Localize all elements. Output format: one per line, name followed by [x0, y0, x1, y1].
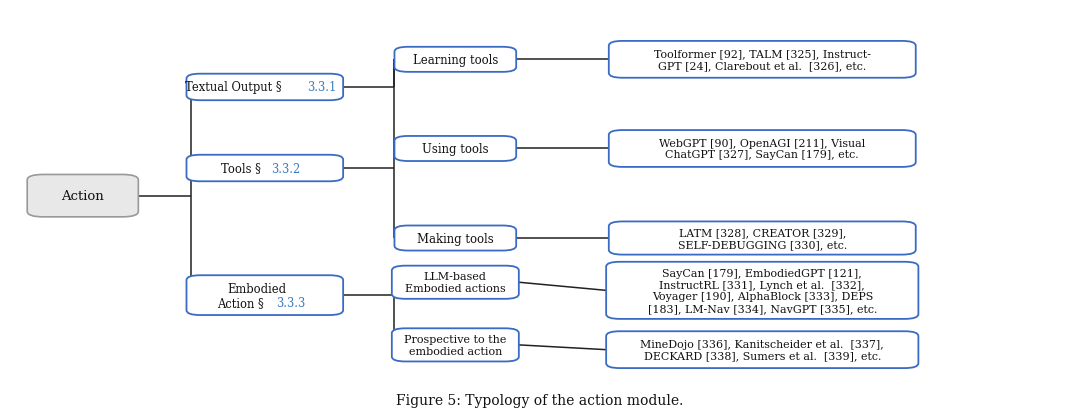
Text: 3.3.3: 3.3.3: [275, 296, 306, 309]
Text: LLM-based
Embodied actions: LLM-based Embodied actions: [405, 272, 505, 293]
Text: Making tools: Making tools: [417, 232, 494, 245]
FancyBboxPatch shape: [187, 155, 343, 182]
FancyBboxPatch shape: [394, 47, 516, 73]
Text: WebGPT [90], OpenAGI [211], Visual
ChatGPT [327], SayCan [179], etc.: WebGPT [90], OpenAGI [211], Visual ChatG…: [659, 138, 865, 160]
FancyBboxPatch shape: [392, 328, 518, 362]
Text: Learning tools: Learning tools: [413, 54, 498, 66]
Text: SayCan [179], EmbodiedGPT [121],
InstructRL [331], Lynch et al.  [332],
Voyager : SayCan [179], EmbodiedGPT [121], Instruc…: [648, 268, 877, 313]
Text: Figure 5: Typology of the action module.: Figure 5: Typology of the action module.: [396, 393, 684, 407]
Text: Using tools: Using tools: [422, 142, 488, 156]
FancyBboxPatch shape: [609, 42, 916, 78]
Text: 3.3.1: 3.3.1: [308, 81, 337, 94]
FancyBboxPatch shape: [609, 222, 916, 255]
Text: Tools §: Tools §: [221, 162, 261, 175]
FancyBboxPatch shape: [394, 226, 516, 251]
Text: Action §: Action §: [217, 296, 264, 309]
Text: 3.3.2: 3.3.2: [271, 162, 301, 175]
FancyBboxPatch shape: [187, 74, 343, 101]
FancyBboxPatch shape: [606, 332, 918, 368]
Text: LATM [328], CREATOR [329],
SELF-DEBUGGING [330], etc.: LATM [328], CREATOR [329], SELF-DEBUGGIN…: [677, 228, 847, 249]
Text: Embodied: Embodied: [228, 282, 286, 295]
Text: Toolformer [92], TALM [325], Instruct-
GPT [24], Clarebout et al.  [326], etc.: Toolformer [92], TALM [325], Instruct- G…: [653, 50, 870, 71]
FancyBboxPatch shape: [187, 275, 343, 315]
FancyBboxPatch shape: [394, 137, 516, 161]
Text: Textual Output §: Textual Output §: [185, 81, 282, 94]
Text: MineDojo [336], Kanitscheider et al.  [337],
DECKARD [338], Sumers et al.  [339]: MineDojo [336], Kanitscheider et al. [33…: [640, 339, 885, 361]
Text: Action: Action: [62, 190, 104, 203]
FancyBboxPatch shape: [27, 175, 138, 217]
FancyBboxPatch shape: [609, 131, 916, 168]
FancyBboxPatch shape: [606, 262, 918, 319]
FancyBboxPatch shape: [392, 266, 518, 299]
Text: Prospective to the
embodied action: Prospective to the embodied action: [404, 334, 507, 356]
